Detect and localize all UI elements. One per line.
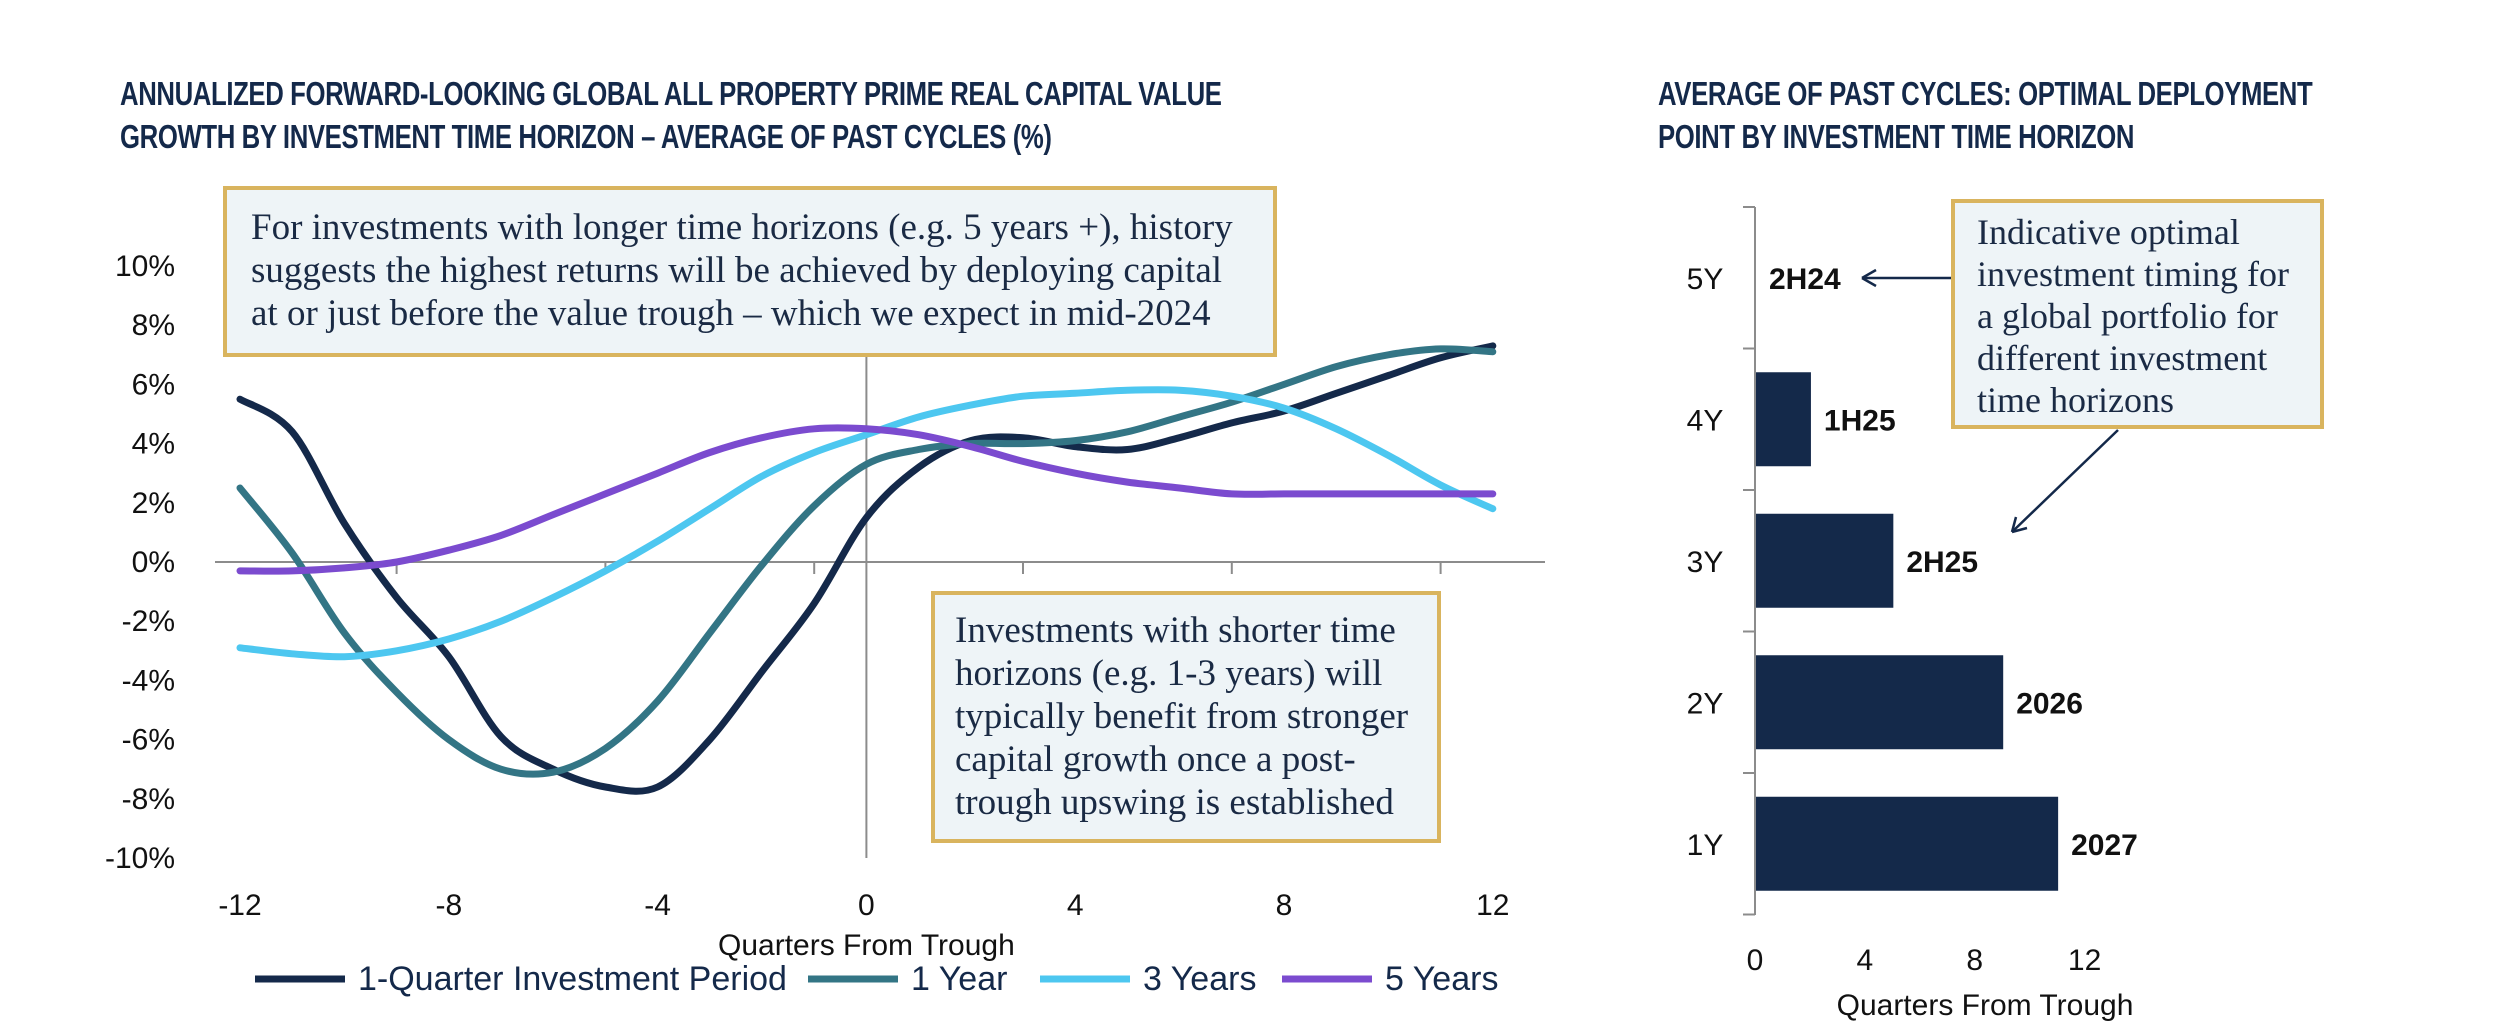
bar — [1756, 655, 2004, 750]
x-tick-label: -8 — [435, 889, 462, 922]
category-label: 5Y — [1687, 263, 1724, 296]
x-tick-label: 4 — [1067, 889, 1084, 922]
y-tick-label: 10% — [115, 250, 175, 283]
legend-label: 3 Years — [1143, 960, 1256, 998]
legend-label: 1 Year — [911, 960, 1007, 998]
bar — [1756, 513, 1894, 608]
line-chart: 10% 8% 6% 4% 2% 0% -2% -4% -6% -8% -10% -12 -8 -4 0 4 8 1… — [105, 226, 1545, 998]
x-tick-label: 12 — [1476, 889, 1509, 922]
y-tick-label: -2% — [122, 605, 175, 638]
arrowhead-bars — [2010, 516, 2028, 534]
bar-data-label: 1H25 — [1824, 404, 1896, 437]
y-tick-label: -4% — [122, 664, 175, 697]
x-tick-label: 12 — [2068, 944, 2101, 977]
x-tick-label: -12 — [218, 889, 261, 922]
category-label: 3Y — [1687, 546, 1724, 579]
x-tick-label: -4 — [644, 889, 671, 922]
series-line-3 — [236, 424, 1497, 575]
series-line-1 — [236, 345, 1497, 778]
bar — [1756, 796, 2059, 891]
y-tick-label: 4% — [132, 428, 175, 461]
legend-label: 5 Years — [1385, 960, 1498, 998]
bar-data-label: 2026 — [2016, 687, 2083, 720]
category-label: 4Y — [1687, 404, 1724, 437]
optimal-timing-annotation: Indicative optimal investment timing for… — [1951, 199, 2324, 429]
x-axis-label: Quarters From Trough — [1837, 989, 2134, 1022]
y-tick-label: 0% — [132, 546, 175, 579]
x-tick-label: 8 — [1966, 944, 1983, 977]
x-tick-label: 0 — [1747, 944, 1764, 977]
y-tick-label: -6% — [122, 724, 175, 757]
bar-data-label: 2H24 — [1769, 263, 1841, 296]
bar-chart-title: Average of past cycles: optimal deployme… — [1658, 75, 2313, 155]
y-tick-label: 8% — [132, 309, 175, 342]
y-tick-label: -10% — [105, 842, 175, 875]
bar-chart: 5Y 2H24 4Y 1H25 3Y 2H25 2Y 2026 1Y 2027 0 4 8 12 Quart… — [1687, 206, 2138, 1022]
bar-data-label: 2027 — [2071, 829, 2138, 862]
x-axis-label: Quarters From Trough — [718, 929, 1015, 962]
category-label: 1Y — [1687, 829, 1724, 862]
line-chart-title: Annualized forward-looking global all pr… — [120, 75, 1222, 155]
category-label: 2Y — [1687, 687, 1724, 720]
legend-label: 1-Quarter Investment Period — [358, 960, 787, 998]
y-tick-label: 6% — [132, 368, 175, 401]
y-tick-label: 2% — [132, 487, 175, 520]
arrowhead-5y — [1861, 268, 1877, 288]
series-line-0 — [236, 342, 1497, 795]
long-horizon-annotation: For investments with longer time horizon… — [223, 186, 1277, 357]
y-tick-label: -8% — [122, 783, 175, 816]
x-tick-label: 8 — [1276, 889, 1293, 922]
arrow-to-bars — [2011, 429, 2119, 533]
bar — [1756, 372, 1811, 467]
x-tick-label: 4 — [1857, 944, 1874, 977]
short-horizon-annotation: Investments with shorter time horizons (… — [931, 591, 1441, 843]
bar-data-label: 2H25 — [1906, 546, 1978, 579]
series-line-2 — [236, 386, 1497, 661]
x-tick-label: 0 — [858, 889, 875, 922]
